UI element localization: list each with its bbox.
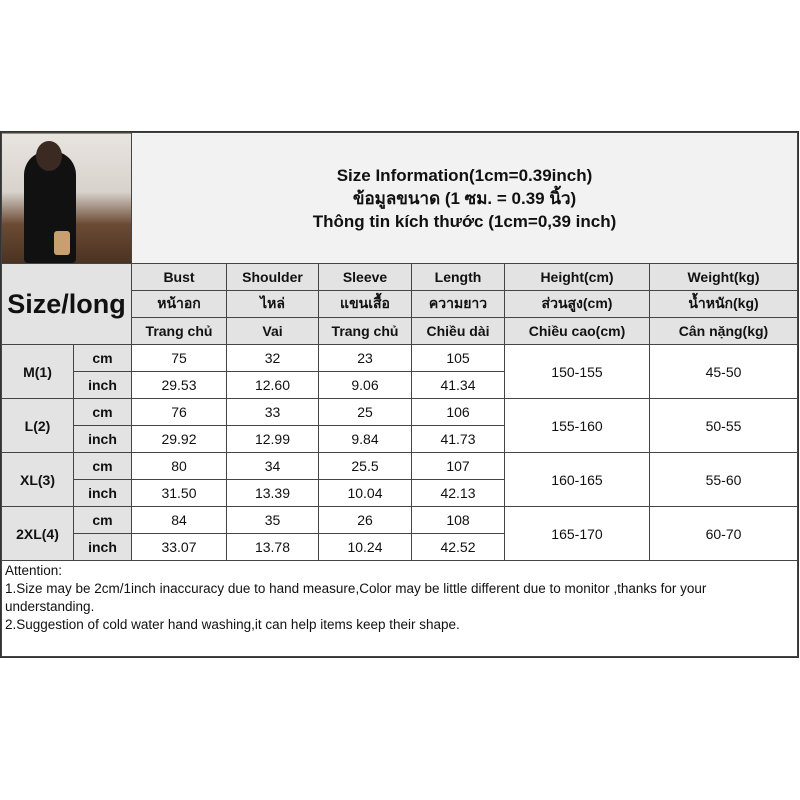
column-header: แขนเสื้อ (318, 290, 412, 318)
measurement-cell: 41.73 (411, 425, 505, 453)
column-header: น้ำหนัก(kg) (649, 290, 798, 318)
column-header: Bust (131, 263, 227, 291)
column-header: หน้าอก (131, 290, 227, 318)
title-th: ข้อมูลขนาด (1 ซม. = 0.39 นิ้ว) (352, 188, 577, 208)
height-cell: 160-165 (504, 452, 650, 507)
unit-label: cm (73, 398, 132, 426)
title-block: Size Information(1cm=0.39inch) ข้อมูลขนา… (131, 132, 798, 264)
measurement-cell: 13.78 (226, 533, 319, 561)
measurement-cell: 41.34 (411, 371, 505, 399)
unit-label: inch (73, 371, 132, 399)
measurement-cell: 33 (226, 398, 319, 426)
attention-notes: Attention: 1.Size may be 2cm/1inch inacc… (1, 560, 798, 657)
column-header: Chiều cao(cm) (504, 317, 650, 345)
measurement-cell: 29.92 (131, 425, 227, 453)
column-header: Shoulder (226, 263, 319, 291)
column-header: ความยาว (411, 290, 505, 318)
table-row: inch 31.50 13.39 10.04 42.13 (2, 479, 798, 507)
measurement-cell: 108 (411, 506, 505, 534)
measurement-cell: 33.07 (131, 533, 227, 561)
unit-label: cm (73, 452, 132, 480)
column-header: Trang chủ (131, 317, 227, 345)
measurement-cell: 10.04 (318, 479, 412, 507)
column-header: Sleeve (318, 263, 412, 291)
measurement-cell: 76 (131, 398, 227, 426)
product-photo (1, 132, 132, 264)
measurement-cell: 75 (131, 344, 227, 372)
measurement-cell: 9.06 (318, 371, 412, 399)
measurement-cell: 35 (226, 506, 319, 534)
unit-label: cm (73, 506, 132, 534)
measurement-cell: 13.39 (226, 479, 319, 507)
size-name: XL(3) (1, 452, 74, 507)
weight-cell: 60-70 (649, 506, 798, 561)
table-row: L(2) cm 76 33 25 106 155-160 50-55 (1, 398, 798, 453)
measurement-cell: 34 (226, 452, 319, 480)
table-row: inch 29.53 12.60 9.06 41.34 (2, 371, 798, 399)
column-header: Weight(kg) (649, 263, 798, 291)
column-header: ไหล่ (226, 290, 319, 318)
column-header: ส่วนสูง(cm) (504, 290, 650, 318)
weight-cell: 55-60 (649, 452, 798, 507)
weight-cell: 45-50 (649, 344, 798, 399)
size-long-label: Size/long (1, 263, 132, 345)
unit-label: inch (73, 425, 132, 453)
size-chart: Size Information(1cm=0.39inch) ข้อมูลขนา… (0, 131, 799, 658)
weight-cell: 50-55 (649, 398, 798, 453)
measurement-cell: 26 (318, 506, 412, 534)
height-cell: 150-155 (504, 344, 650, 399)
attention-heading: Attention: (5, 563, 63, 578)
measurement-cell: 84 (131, 506, 227, 534)
measurement-cell: 23 (318, 344, 412, 372)
measurement-cell: 42.13 (411, 479, 505, 507)
measurement-cell: 107 (411, 452, 505, 480)
measurement-cell: 32 (226, 344, 319, 372)
column-header: Cân nặng(kg) (649, 317, 798, 345)
measurement-cell: 106 (411, 398, 505, 426)
measurement-cell: 42.52 (411, 533, 505, 561)
measurement-cell: 31.50 (131, 479, 227, 507)
table-row: XL(3) cm 80 34 25.5 107 160-165 55-60 (1, 452, 798, 507)
size-name: 2XL(4) (1, 506, 74, 561)
height-cell: 165-170 (504, 506, 650, 561)
measurement-cell: 10.24 (318, 533, 412, 561)
measurement-cell: 29.53 (131, 371, 227, 399)
height-cell: 155-160 (504, 398, 650, 453)
unit-label: inch (73, 479, 132, 507)
column-header: Vai (226, 317, 319, 345)
measurement-cell: 25.5 (318, 452, 412, 480)
title-en: Size Information(1cm=0.39inch) (336, 165, 593, 185)
measurement-cell: 105 (411, 344, 505, 372)
table-row: inch 33.07 13.78 10.24 42.52 (2, 533, 798, 561)
size-name: M(1) (1, 344, 74, 399)
column-header: Height(cm) (504, 263, 650, 291)
unit-label: cm (73, 344, 132, 372)
measurement-cell: 25 (318, 398, 412, 426)
measurement-cell: 12.99 (226, 425, 319, 453)
column-header: Trang chủ (318, 317, 412, 345)
column-header: Length (411, 263, 505, 291)
title-vi: Thông tin kích thước (1cm=0,39 inch) (312, 211, 617, 231)
size-name: L(2) (1, 398, 74, 453)
attention-line-2: 2.Suggestion of cold water hand washing,… (5, 617, 460, 632)
measurement-cell: 80 (131, 452, 227, 480)
table-row: M(1) cm 75 32 23 105 150-155 45-50 (1, 344, 798, 399)
column-header: Chiều dài (411, 317, 505, 345)
unit-label: inch (73, 533, 132, 561)
attention-line-1: 1.Size may be 2cm/1inch inaccuracy due t… (5, 581, 707, 614)
measurement-cell: 12.60 (226, 371, 319, 399)
measurement-cell: 9.84 (318, 425, 412, 453)
table-row: inch 29.92 12.99 9.84 41.73 (2, 425, 798, 453)
table-row: 2XL(4) cm 84 35 26 108 165-170 60-70 (1, 506, 798, 561)
